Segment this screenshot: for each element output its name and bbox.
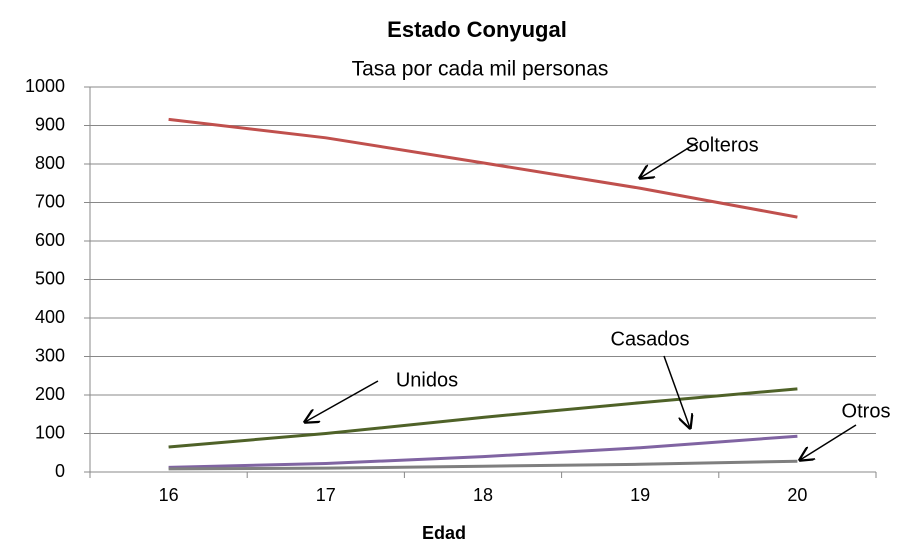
y-tick-label: 400 xyxy=(35,307,65,327)
y-tick-label: 900 xyxy=(35,114,65,134)
line-series xyxy=(168,387,798,449)
y-tick-label: 200 xyxy=(35,384,65,404)
x-tick-label: 17 xyxy=(316,485,336,505)
line-series xyxy=(168,459,798,471)
y-tick-label: 300 xyxy=(35,345,65,365)
series-annotation: Otros xyxy=(842,400,891,422)
y-tick-label: 800 xyxy=(35,153,65,173)
annotation-arrow xyxy=(640,141,699,178)
annotation-arrow xyxy=(663,355,690,428)
y-tick-label: 600 xyxy=(35,230,65,250)
y-tick-label: 500 xyxy=(35,268,65,288)
series-annotation: Casados xyxy=(611,328,690,350)
line-series xyxy=(168,434,798,469)
x-tick-label: 16 xyxy=(159,485,179,505)
chart-title: Estado Conyugal xyxy=(387,17,567,42)
y-tick-label: 1000 xyxy=(25,76,65,96)
chart-subtitle: Tasa por cada mil personas xyxy=(352,58,609,81)
annotation-arrow xyxy=(800,424,857,460)
y-tick-label: 100 xyxy=(35,422,65,442)
y-tick-label: 0 xyxy=(55,461,65,481)
line-series xyxy=(168,117,798,219)
x-tick-label: 20 xyxy=(787,485,807,505)
series-annotation: Unidos xyxy=(396,369,458,391)
y-tick-label: 700 xyxy=(35,191,65,211)
x-axis-label: Edad xyxy=(422,523,466,543)
annotation-arrow xyxy=(305,380,379,422)
series-annotation: Solteros xyxy=(685,134,758,156)
x-tick-label: 18 xyxy=(473,485,493,505)
x-tick-label: 19 xyxy=(630,485,650,505)
